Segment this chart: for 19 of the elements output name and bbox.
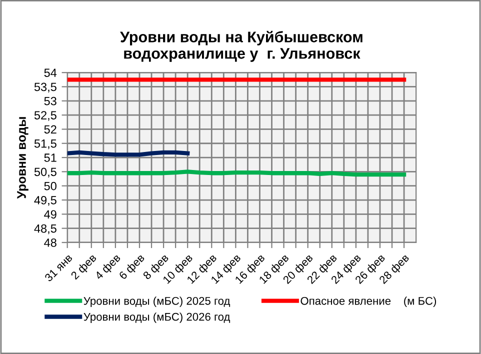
y-tick-label: 54 [44,68,57,77]
y-tick-label: 53 [44,96,56,106]
chart-title: Уровни воды на Куйбышевском водохранилище у г. Ульяновск [120,30,362,62]
legend-label: Опасное явление (м БС) [300,296,436,308]
y-tick-label: 52 [44,125,56,134]
legend-label: Уровни воды (мБС) 2026 год [84,312,230,323]
y-tick-label: 50,5 [34,168,56,178]
y-tick-label: 48 [44,238,56,247]
y-tick-label: 51,5 [34,140,56,150]
y-tick-label: 49 [44,210,56,219]
legend-label: Уровни воды (мБС) 2025 год [84,296,230,308]
y-axis-title: Уровни воды [17,117,28,199]
y-tick-label: 48,5 [34,224,56,234]
y-tick-label: 50 [44,182,56,190]
y-tick-label: 53,5 [34,82,56,93]
y-tick-label: 49,5 [34,196,56,206]
y-tick-label: 52,5 [34,111,56,121]
y-tick-label: 51 [44,154,56,162]
x-tick-label: 31 янв [44,253,73,282]
